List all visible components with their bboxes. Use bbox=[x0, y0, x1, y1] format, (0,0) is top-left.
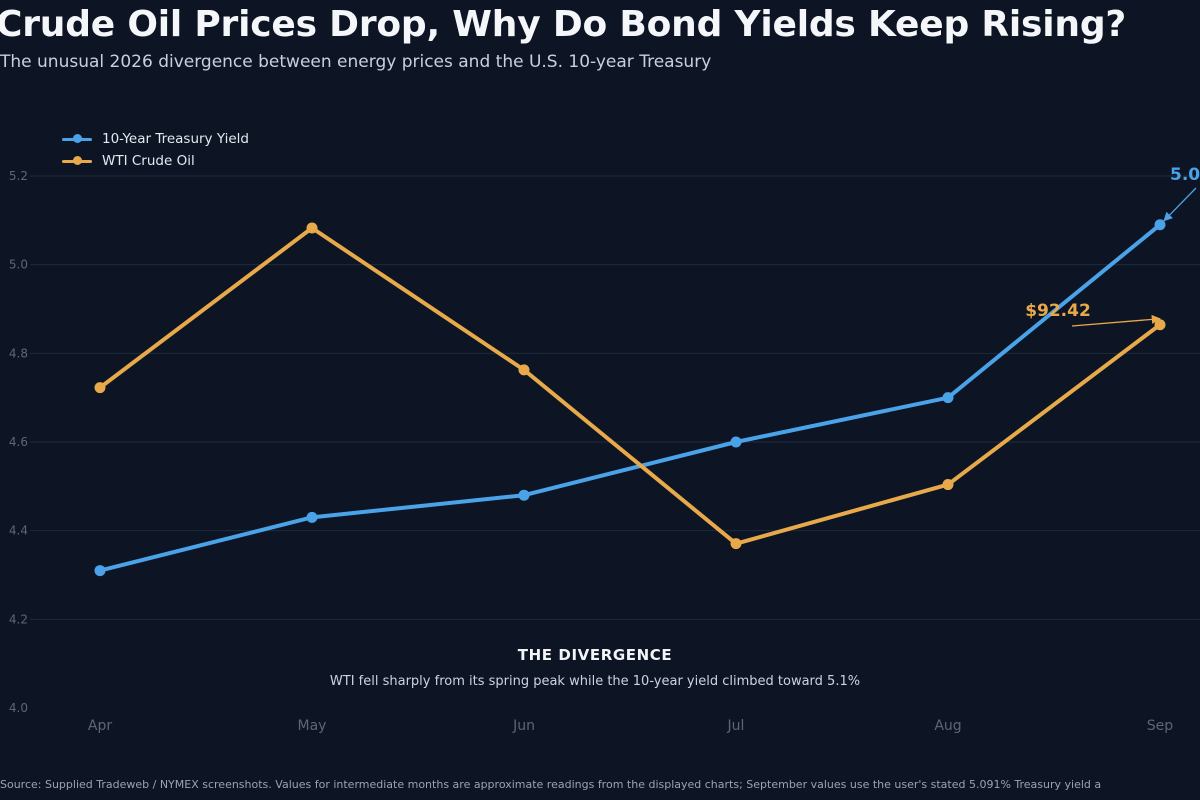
series-line-0 bbox=[98, 222, 1162, 573]
y-tick-label: 5.2 bbox=[9, 169, 28, 183]
chart-title: Crude Oil Prices Drop, Why Do Bond Yield… bbox=[0, 4, 1127, 45]
y-tick-label: 4.0 bbox=[9, 701, 28, 715]
data-point bbox=[306, 511, 318, 523]
y-tick-label: 4.8 bbox=[9, 346, 28, 360]
divergence-note-title: THE DIVERGENCE bbox=[517, 646, 673, 664]
legend-swatch-oil bbox=[62, 156, 92, 165]
data-point bbox=[942, 392, 954, 404]
annotation-label: $92.42 bbox=[1025, 301, 1091, 321]
source-note: Source: Supplied Tradeweb / NYMEX screen… bbox=[0, 778, 1102, 791]
data-point bbox=[942, 479, 954, 491]
y-tick-label: 4.6 bbox=[9, 435, 28, 449]
annotation-arrow bbox=[1163, 187, 1197, 222]
legend-label-oil: WTI Crude Oil bbox=[102, 153, 195, 169]
data-point bbox=[730, 436, 742, 448]
legend: 10-Year Treasury Yield WTI Crude Oil bbox=[62, 128, 249, 172]
data-point bbox=[518, 364, 530, 376]
data-point bbox=[518, 489, 530, 501]
data-point bbox=[306, 222, 318, 234]
data-point bbox=[1154, 219, 1166, 231]
y-tick-label: 4.4 bbox=[9, 524, 28, 538]
legend-swatch-yield bbox=[62, 134, 92, 143]
series-line-1 bbox=[98, 226, 1162, 546]
data-point bbox=[730, 538, 742, 550]
legend-label-yield: 10-Year Treasury Yield bbox=[102, 131, 249, 147]
x-tick-label: Apr bbox=[88, 718, 112, 734]
x-tick-label: May bbox=[298, 718, 327, 734]
data-point bbox=[94, 565, 106, 577]
y-tick-label: 4.2 bbox=[9, 612, 28, 626]
annotation-arrow bbox=[1071, 314, 1161, 327]
annotation-label: 5.09% bbox=[1170, 165, 1200, 185]
x-tick-label: Jul bbox=[727, 718, 745, 734]
legend-item-oil: WTI Crude Oil bbox=[62, 150, 249, 172]
data-point bbox=[1154, 319, 1166, 331]
divergence-note-body: WTI fell sharply from its spring peak wh… bbox=[329, 674, 861, 689]
chart-subtitle: The unusual 2026 divergence between ener… bbox=[0, 52, 712, 72]
y-tick-label: 5.0 bbox=[9, 258, 28, 272]
x-tick-label: Aug bbox=[934, 718, 961, 734]
x-tick-label: Jun bbox=[512, 718, 535, 734]
x-tick-label: Sep bbox=[1147, 718, 1174, 734]
legend-item-yield: 10-Year Treasury Yield bbox=[62, 128, 249, 150]
data-point bbox=[94, 382, 106, 394]
